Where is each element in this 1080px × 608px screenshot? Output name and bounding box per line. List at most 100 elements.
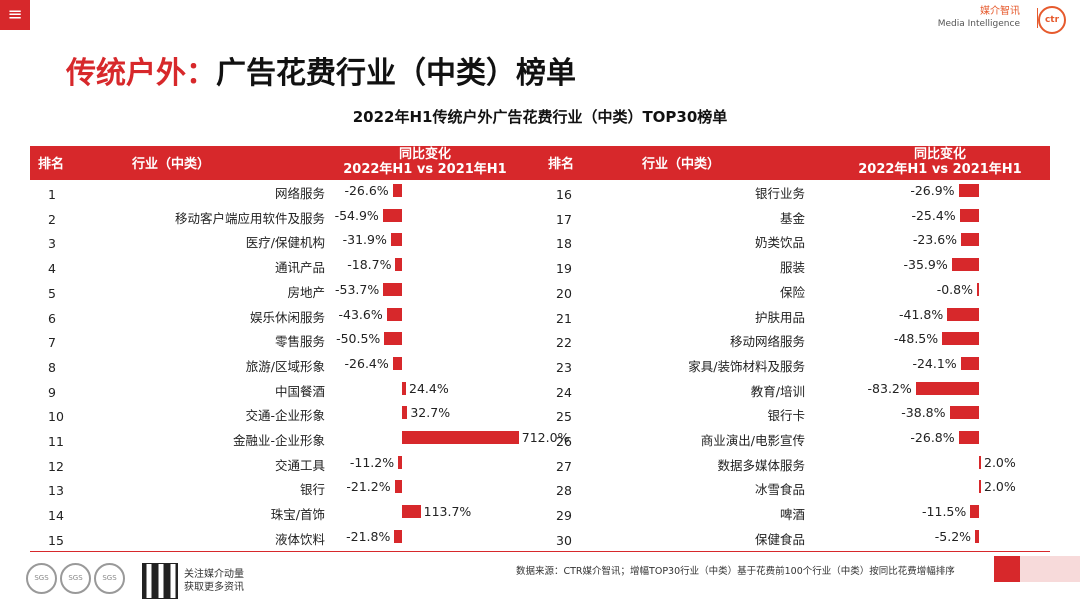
follow-line1: 关注媒介动量 (184, 569, 244, 580)
change-value: 32.7% (410, 405, 451, 421)
table-row: 5 房地产 -53.7% (30, 280, 540, 304)
table-header-right: 排名 行业（中类） 同比变化 2022年H1 vs 2021年H1 (540, 146, 1050, 180)
change-value: 24.4% (409, 380, 449, 396)
change-value: -0.8% (936, 281, 973, 297)
table-row: 10 交通-企业形象 32.7% (30, 403, 540, 427)
table-row: 19 服装 -35.9% (540, 255, 1050, 279)
header-rank: 排名 (38, 157, 65, 172)
change-value: 2.0% (984, 479, 1016, 495)
table-row: 22 移动网络服务 -48.5% (540, 329, 1050, 353)
change-value: -38.8% (901, 405, 946, 421)
change-value: -41.8% (899, 306, 944, 322)
industry-name: 娱乐休闲服务 (249, 309, 325, 325)
change-value: -31.9% (342, 232, 387, 248)
industry-name: 银行 (299, 482, 325, 498)
table-row: 16 银行业务 -26.9% (540, 181, 1050, 205)
change-value: 712.0% (521, 430, 570, 445)
table-row: 24 教育/培训 -83.2% (540, 379, 1050, 403)
change-value: -54.9% (334, 207, 379, 223)
change-bar (390, 233, 402, 247)
change-bar (977, 282, 979, 296)
industry-name: 冰雪食品 (754, 482, 805, 498)
header-industry: 行业（中类） (132, 157, 211, 172)
industry-name: 啤酒 (779, 507, 805, 523)
rank-value: 1 (48, 187, 56, 202)
rank-value: 4 (48, 261, 56, 277)
brand-cn: 媒介智讯 (980, 6, 1020, 17)
rank-value: 21 (556, 310, 572, 326)
table-row: 14 珠宝/首饰 113.7% (30, 502, 540, 526)
certification-badges: SGS SGS SGS (26, 563, 128, 594)
rank-value: 16 (556, 187, 572, 202)
rank-value: 29 (556, 508, 572, 524)
industry-name: 网络服务 (274, 186, 325, 201)
change-value: -83.2% (867, 380, 912, 396)
change-value: -43.6% (338, 306, 383, 322)
rank-value: 5 (48, 285, 56, 301)
industry-name: 中国餐酒 (274, 383, 325, 399)
rank-value: 11 (48, 434, 64, 449)
industry-name: 移动网络服务 (729, 334, 805, 350)
change-value: -26.9% (910, 183, 955, 198)
header-change: 同比变化 2022年H1 vs 2021年H1 (330, 147, 520, 177)
industry-name: 奶类饮品 (754, 235, 805, 251)
table-row: 2 移动客户端应用软件及服务 -54.9% (30, 206, 540, 230)
change-value: 113.7% (423, 504, 472, 520)
qr-code-icon[interactable] (142, 563, 178, 599)
change-bar (958, 431, 979, 444)
table-row: 21 护肤用品 -41.8% (540, 305, 1050, 329)
industry-name: 房地产 (287, 284, 325, 300)
brand: 媒介智讯 Media Intelligence (938, 6, 1020, 30)
industry-name: 保健食品 (754, 531, 805, 547)
menu-icon[interactable]: ≡ (0, 0, 30, 30)
table-row: 30 保健食品 -5.2% (540, 527, 1050, 551)
change-value: -21.2% (346, 479, 391, 495)
rank-value: 13 (48, 483, 64, 499)
industry-name: 液体饮料 (274, 531, 325, 547)
change-bar (958, 184, 979, 197)
change-value: -23.6% (912, 232, 958, 248)
change-value: -24.1% (912, 355, 957, 371)
change-value: -35.9% (903, 257, 948, 273)
change-bar (383, 282, 402, 296)
change-bar (949, 406, 979, 420)
table-row: 7 零售服务 -50.5% (30, 329, 540, 353)
industry-name: 家具/装饰材料及服务 (688, 358, 805, 374)
header-change-line2: 2022年H1 vs 2021年H1 (858, 162, 1022, 177)
brand-en: Media Intelligence (937, 19, 1020, 29)
rank-value: 25 (556, 409, 572, 425)
header-change-line1: 同比变化 (398, 147, 451, 162)
change-bar (402, 381, 406, 395)
change-value: -25.4% (911, 207, 956, 223)
change-bar (961, 233, 979, 247)
industry-name: 医疗/保健机构 (245, 235, 325, 251)
sgs-badge-icon: SGS (94, 563, 125, 594)
header-change-line1: 同比变化 (913, 147, 966, 162)
industry-name: 交通-企业形象 (245, 408, 325, 424)
table-row: 20 保险 -0.8% (540, 280, 1050, 304)
change-bar (942, 332, 979, 346)
change-bar (979, 455, 981, 469)
change-value: -5.2% (934, 528, 972, 544)
table-row: 8 旅游/区域形象 -26.4% (30, 354, 540, 378)
change-bar (394, 529, 402, 543)
table-row: 23 家具/装饰材料及服务 -24.1% (540, 354, 1050, 378)
change-bar (402, 406, 408, 420)
rank-value: 27 (556, 458, 572, 474)
industry-name: 保险 (779, 284, 805, 300)
rank-value: 9 (48, 384, 56, 400)
change-bar (386, 307, 402, 321)
rank-value: 18 (556, 236, 572, 252)
table-row: 1 网络服务 -26.6% (30, 181, 540, 205)
page-title: 传统户外：广告花费行业（中类）榜单 (66, 48, 576, 92)
change-bar (382, 208, 402, 222)
table-header-left: 排名 行业（中类） 同比变化 2022年H1 vs 2021年H1 (30, 146, 540, 180)
sgs-badge-icon: SGS (60, 563, 91, 594)
change-value: -26.4% (344, 355, 389, 371)
table-row: 13 银行 -21.2% (30, 477, 540, 501)
industry-name: 旅游/区域形象 (245, 358, 325, 374)
rank-value: 8 (48, 359, 56, 375)
industry-name: 零售服务 (274, 334, 325, 350)
table-row: 25 银行卡 -38.8% (540, 403, 1050, 427)
table-row: 11 金融业-企业形象 712.0% (30, 428, 569, 452)
